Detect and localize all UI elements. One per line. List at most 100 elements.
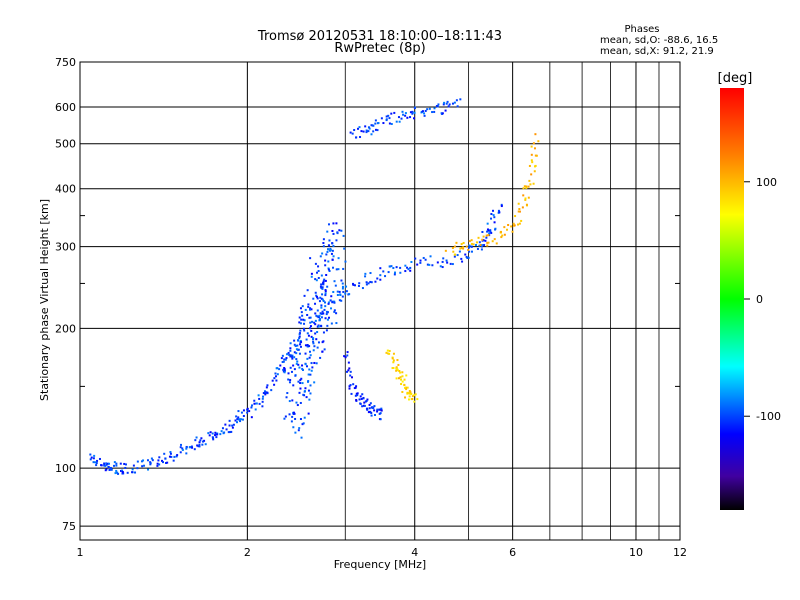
data-point <box>283 371 286 374</box>
data-point <box>491 240 494 243</box>
data-point <box>416 263 419 266</box>
data-point <box>365 281 368 284</box>
data-point <box>528 164 531 167</box>
data-point <box>379 278 382 281</box>
data-point <box>380 409 383 412</box>
data-point <box>482 235 485 238</box>
data-point <box>108 462 111 465</box>
data-point <box>405 374 408 377</box>
data-point <box>261 400 264 403</box>
data-point <box>310 275 313 278</box>
data-point <box>313 381 316 384</box>
data-point <box>290 420 293 423</box>
data-point <box>510 225 513 228</box>
data-point <box>406 391 409 394</box>
data-point <box>380 407 383 410</box>
data-point <box>327 268 330 271</box>
data-point <box>198 441 201 444</box>
data-point <box>533 170 536 173</box>
data-point <box>409 269 412 272</box>
data-point <box>291 357 294 360</box>
data-point <box>161 459 164 462</box>
data-point <box>315 314 318 317</box>
data-point <box>302 422 305 425</box>
data-point <box>414 257 417 260</box>
data-point <box>294 431 297 434</box>
data-point <box>524 197 527 200</box>
data-point <box>291 399 294 402</box>
data-point <box>308 316 311 319</box>
data-point <box>318 319 321 322</box>
data-point <box>326 230 329 233</box>
data-point <box>399 271 402 274</box>
data-point <box>468 244 471 247</box>
data-point <box>191 446 194 449</box>
data-point <box>400 382 403 385</box>
data-point <box>375 128 378 131</box>
data-point <box>346 354 349 357</box>
data-point <box>170 455 173 458</box>
data-point <box>301 364 304 367</box>
data-point <box>235 415 238 418</box>
data-point <box>179 446 182 449</box>
data-point <box>330 322 333 325</box>
data-point <box>492 209 495 212</box>
data-point <box>131 468 134 471</box>
data-point <box>113 464 116 467</box>
data-point <box>321 298 324 301</box>
data-point <box>289 347 292 350</box>
data-point <box>309 373 312 376</box>
data-point <box>107 466 110 469</box>
data-point <box>366 407 369 410</box>
data-point <box>321 287 324 290</box>
data-point <box>271 379 274 382</box>
data-point <box>316 346 319 349</box>
data-point <box>301 382 304 385</box>
data-point <box>301 314 304 317</box>
data-point <box>400 378 403 381</box>
data-point <box>309 354 312 357</box>
data-point <box>486 230 489 233</box>
data-point <box>168 455 171 458</box>
data-point <box>453 255 456 258</box>
data-point <box>200 437 203 440</box>
data-point <box>456 105 459 108</box>
data-point <box>298 333 301 336</box>
data-point <box>517 202 520 205</box>
data-point <box>322 312 325 315</box>
data-point <box>476 247 479 250</box>
data-point <box>517 210 520 213</box>
data-point <box>370 281 373 284</box>
data-point <box>312 342 315 345</box>
data-point <box>310 369 313 372</box>
data-point <box>470 239 473 242</box>
data-point <box>201 443 204 446</box>
data-point <box>103 464 106 467</box>
data-point <box>475 241 478 244</box>
data-point <box>298 391 301 394</box>
data-point <box>237 416 240 419</box>
data-point <box>163 452 166 455</box>
data-point <box>518 210 521 213</box>
data-point <box>459 98 462 101</box>
data-point <box>285 396 288 399</box>
data-point <box>532 142 535 145</box>
data-point <box>313 345 316 348</box>
data-point <box>113 461 116 464</box>
data-point <box>114 472 117 475</box>
data-point <box>458 250 461 253</box>
data-point <box>95 464 98 467</box>
data-point <box>460 243 463 246</box>
data-point <box>293 412 296 415</box>
data-point <box>385 115 388 118</box>
data-point <box>487 229 490 232</box>
data-point <box>388 352 391 355</box>
data-point <box>301 423 304 426</box>
data-point <box>298 352 301 355</box>
data-point <box>399 376 402 379</box>
data-point <box>419 259 422 262</box>
data-point <box>478 241 481 244</box>
data-point <box>331 301 334 304</box>
data-point <box>275 367 278 370</box>
